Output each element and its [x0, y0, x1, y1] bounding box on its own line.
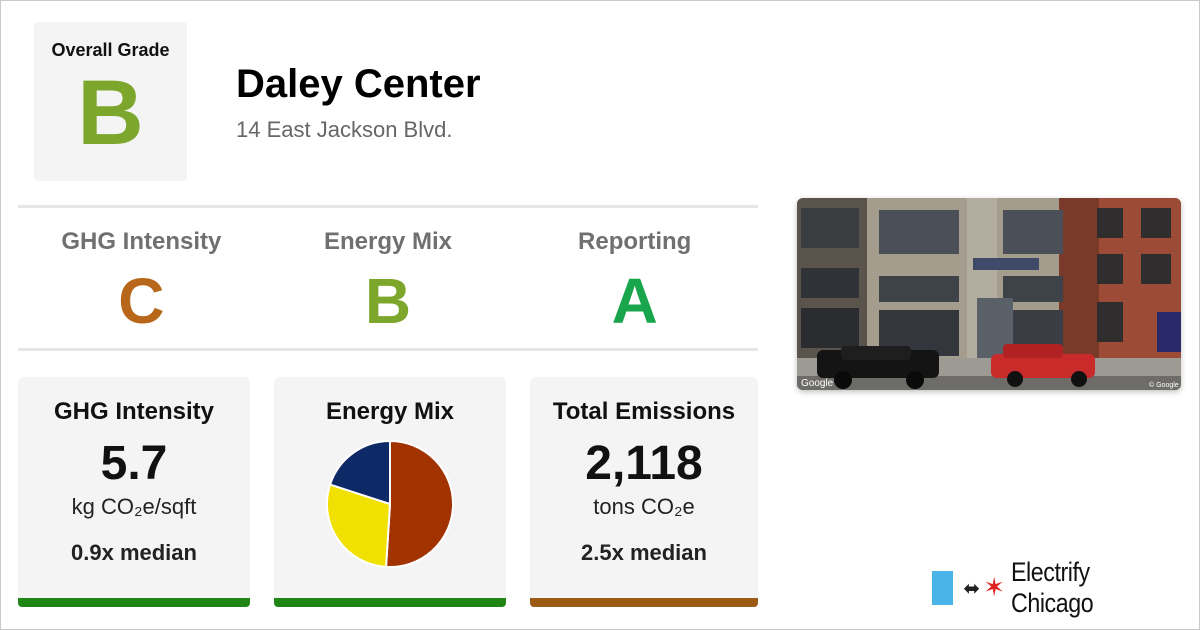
card-total-emissions: Total Emissions 2,118 tons CO₂e 2.5x med… [530, 377, 758, 607]
card-emissions-value: 2,118 [585, 437, 703, 490]
energy-mix-pie-chart [326, 439, 454, 568]
red-six-point-star-icon: ✶ [983, 573, 1005, 603]
card-emissions-title: Total Emissions [552, 398, 736, 425]
card-mix-bar [274, 598, 506, 607]
photo-watermark-right: © Google [1149, 381, 1179, 389]
building-address: 14 East Jackson Blvd. [236, 117, 453, 142]
building-photo: Google © Google [797, 198, 1181, 390]
grade-reporting-letter: A [611, 265, 658, 337]
card-emissions-unit: tons CO₂e [593, 494, 695, 519]
card-energy-mix: Energy Mix [274, 377, 506, 607]
overall-grade-label: Overall Grade [51, 40, 170, 60]
chicago-flag-icon [932, 571, 954, 605]
overall-grade-letter: B [77, 62, 144, 164]
card-emissions-median: 2.5x median [581, 540, 707, 565]
card-mix-title: Energy Mix [325, 398, 455, 425]
card-ghg-value: 5.7 [100, 437, 168, 490]
photo-watermark-left: Google [801, 378, 834, 389]
pie-slice-0 [384, 439, 454, 568]
card-emissions-bar [530, 598, 758, 607]
grade-reporting: Reporting A [511, 212, 758, 348]
pie-slice-1 [326, 483, 392, 568]
grade-breakdown: GHG Intensity C Energy Mix B Reporting A [18, 212, 758, 348]
divider-bottom [18, 348, 758, 351]
card-ghg-median: 0.9x median [71, 540, 197, 565]
grade-ghg-intensity-letter: C [118, 265, 165, 337]
grade-energy-mix-label: Energy Mix [323, 228, 453, 255]
electrify-chicago-logo[interactable]: ⬌ ✶ Electrify Chicago [932, 557, 1200, 618]
grade-ghg-intensity-label: GHG Intensity [61, 228, 222, 255]
card-ghg-title: GHG Intensity [53, 398, 215, 425]
overall-grade-box: Overall Grade B [34, 22, 187, 181]
grade-energy-mix-letter: B [364, 265, 412, 337]
pie-slice-2 [328, 439, 391, 506]
grade-ghg-intensity: GHG Intensity C [18, 212, 265, 348]
building-name: Daley Center [236, 62, 481, 106]
card-ghg-intensity: GHG Intensity 5.7 kg CO₂e/sqft 0.9x medi… [18, 377, 250, 607]
grade-reporting-label: Reporting [578, 228, 692, 255]
divider-top [18, 205, 758, 208]
plug-icon: ⬌ [963, 576, 981, 600]
brand-name: Electrify Chicago [1010, 557, 1094, 618]
card-ghg-unit: kg CO₂e/sqft [71, 494, 197, 519]
card-ghg-bar [18, 598, 250, 607]
grade-energy-mix: Energy Mix B [265, 212, 512, 348]
